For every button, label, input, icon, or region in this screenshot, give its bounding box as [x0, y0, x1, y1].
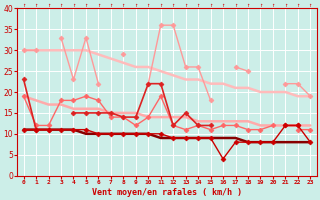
X-axis label: Vent moyen/en rafales ( km/h ): Vent moyen/en rafales ( km/h ) — [92, 188, 242, 197]
